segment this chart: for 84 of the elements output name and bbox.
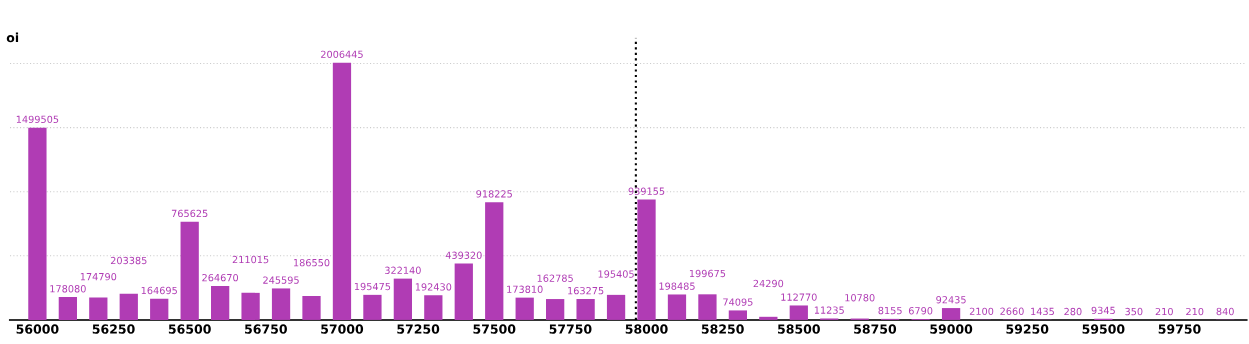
data-label: 199675 (689, 269, 726, 278)
x-tick-label: 58250 (701, 324, 744, 334)
x-tick-label: 58000 (625, 324, 668, 334)
data-label: 6790 (908, 307, 933, 315)
data-label: 174790 (80, 272, 117, 281)
bar (546, 299, 565, 320)
data-label: 211015 (232, 255, 269, 264)
data-label: 210 (1186, 307, 1204, 316)
x-tick-label: 56000 (16, 324, 59, 334)
bar (332, 62, 352, 320)
x-tick-label: 57000 (321, 324, 364, 334)
data-label: 192430 (415, 283, 452, 291)
data-label: 9345 (1091, 306, 1115, 315)
data-label: 1499505 (16, 115, 59, 123)
bar (89, 297, 108, 320)
bar (424, 295, 443, 320)
data-label: 203385 (110, 256, 147, 265)
bar (302, 296, 321, 320)
data-label: 280 (1064, 307, 1082, 316)
data-label: 245595 (263, 276, 299, 284)
data-label: 2660 (1000, 307, 1024, 315)
bar (119, 293, 138, 320)
bar (393, 278, 413, 320)
bar (58, 297, 77, 320)
x-tick-label: 57500 (473, 324, 516, 334)
data-label: 198485 (659, 282, 695, 290)
bar (454, 263, 473, 320)
data-label: 74095 (723, 298, 753, 306)
data-label: 439320 (445, 251, 482, 259)
bar (667, 294, 687, 320)
data-label: 112770 (781, 293, 817, 301)
x-tick-label: 57750 (549, 324, 592, 334)
x-tick-label: 56500 (168, 324, 211, 334)
bar (211, 285, 230, 320)
data-label: 8155 (878, 306, 902, 315)
bar (363, 294, 382, 320)
bar (789, 305, 808, 320)
data-label: 2006445 (321, 50, 363, 58)
data-label: 195405 (598, 270, 634, 278)
x-tick-label: 58500 (778, 324, 820, 334)
x-tick-label: 59000 (930, 324, 973, 334)
data-label: 173810 (507, 285, 543, 293)
bar (28, 127, 47, 320)
data-label: 264670 (202, 273, 239, 282)
x-tick-label: 58750 (854, 324, 897, 334)
bar (150, 298, 169, 320)
data-label: 765625 (171, 209, 208, 218)
bar (759, 316, 778, 320)
data-label: 163275 (568, 286, 604, 295)
bar (271, 288, 291, 320)
x-tick-label: 59750 (1158, 324, 1201, 334)
x-tick-label: 59500 (1082, 324, 1125, 334)
x-tick-label: 56750 (245, 324, 287, 334)
bar (576, 298, 595, 320)
data-label: 918225 (476, 190, 512, 198)
data-label: 24290 (753, 279, 784, 288)
bar (606, 294, 626, 320)
bar (241, 292, 260, 320)
bar (515, 297, 534, 320)
x-tick-label: 57250 (397, 324, 440, 334)
data-label: 210 (1155, 307, 1173, 316)
bar (180, 221, 199, 320)
data-label: 350 (1125, 307, 1143, 316)
data-label: 322140 (385, 266, 421, 274)
bar (698, 294, 717, 320)
data-label: 10780 (845, 294, 875, 302)
data-label: 2100 (969, 307, 994, 315)
data-label: 178080 (50, 285, 86, 293)
x-tick-label: 59250 (1006, 324, 1049, 334)
data-label: 840 (1216, 307, 1234, 316)
bar (728, 310, 748, 320)
data-label: 186550 (294, 258, 330, 267)
data-label: 1435 (1031, 307, 1054, 316)
bar (485, 202, 504, 320)
bar (941, 308, 961, 320)
data-label: 11235 (814, 306, 844, 314)
y-axis-title: oi (6, 32, 19, 43)
data-label: 939155 (628, 187, 665, 195)
data-label: 92435 (936, 296, 966, 304)
data-label: 162785 (537, 274, 573, 282)
data-label: 195475 (354, 282, 391, 291)
x-tick-label: 56250 (92, 324, 135, 334)
bar (637, 199, 656, 320)
data-label: 164695 (141, 286, 177, 295)
